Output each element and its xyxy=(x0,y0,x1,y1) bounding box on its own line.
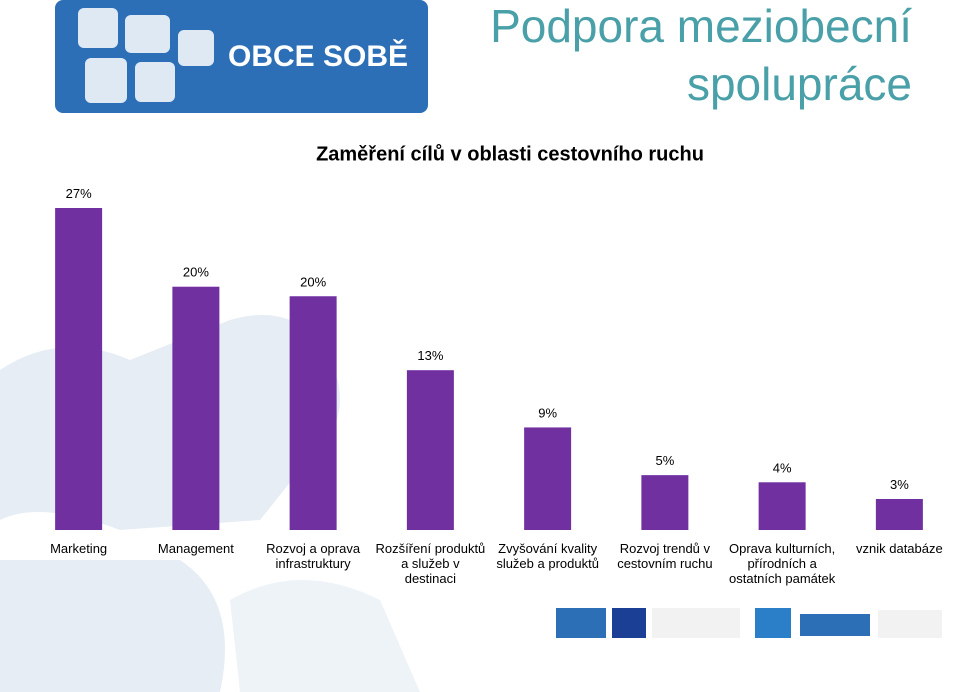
bar xyxy=(875,498,923,530)
x-tick-label: Rozvoj a oprava infrastruktury xyxy=(266,541,361,571)
bar xyxy=(641,475,689,530)
bar xyxy=(524,427,572,530)
value-label: 4% xyxy=(773,460,792,475)
value-label: 9% xyxy=(538,405,557,420)
value-label: 27% xyxy=(66,186,92,201)
x-tick-label: vznik databáze xyxy=(856,541,943,556)
bar xyxy=(55,208,103,530)
x-tick-label: Management xyxy=(157,541,234,556)
x-tick-label: Oprava kulturních, přírodních a ostatníc… xyxy=(729,541,836,586)
heading-line: spolupráce xyxy=(687,58,912,110)
x-tick-label: Zvyšování kvality služeb a produktů xyxy=(496,541,599,571)
value-label: 5% xyxy=(655,453,674,468)
value-label: 20% xyxy=(300,274,326,289)
x-tick-label: Rozvoj trendů v cestovním ruchu xyxy=(617,541,713,571)
bar xyxy=(406,370,454,530)
bar xyxy=(289,296,337,530)
bar xyxy=(758,482,806,530)
value-label: 13% xyxy=(417,348,443,363)
logo-puzzle xyxy=(78,8,214,103)
x-tick-label: Marketing xyxy=(50,541,108,556)
value-label: 3% xyxy=(890,477,909,492)
value-label: 20% xyxy=(183,265,209,280)
footer-logos xyxy=(556,608,942,638)
heading-line: Podpora meziobecní xyxy=(490,0,912,52)
bar xyxy=(172,286,220,530)
x-tick-label: Rozšíření produktů a služeb v destinaci xyxy=(375,541,486,586)
chart-title: Zaměření cílů v oblasti cestovního ruchu xyxy=(316,143,704,165)
logo-text: OBCE SOBĚ xyxy=(228,39,408,73)
